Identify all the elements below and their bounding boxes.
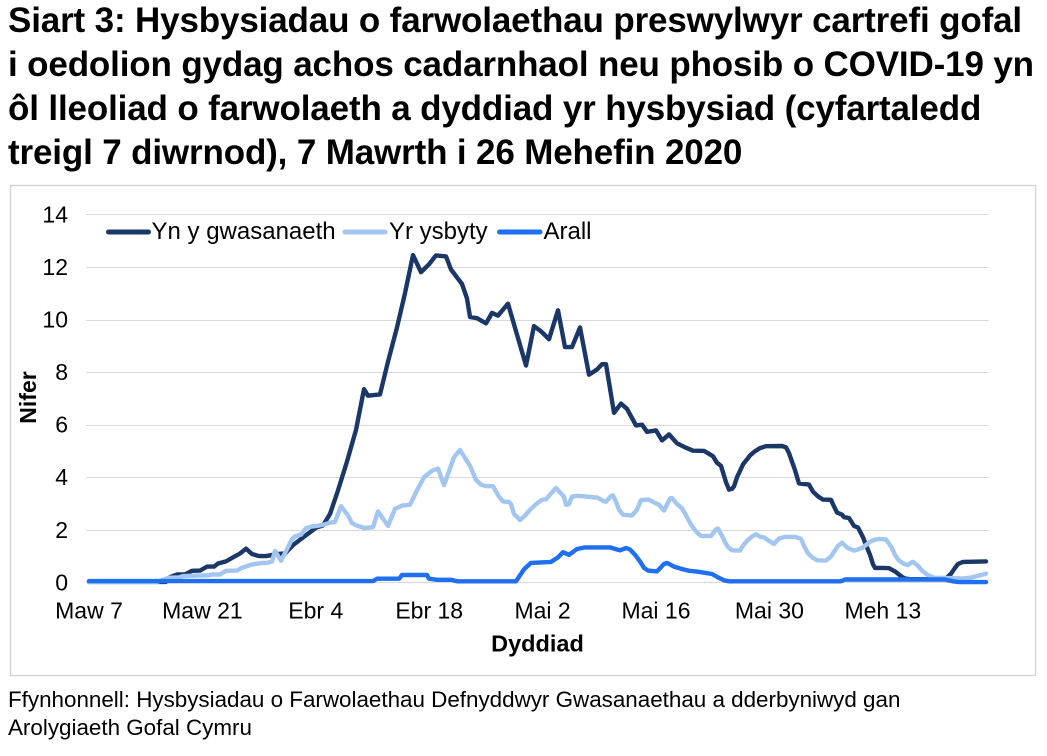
svg-text:12: 12 <box>42 254 68 280</box>
svg-text:Ebr 4: Ebr 4 <box>288 598 343 624</box>
svg-text:Dyddiad: Dyddiad <box>491 631 584 657</box>
svg-text:4: 4 <box>55 464 68 490</box>
svg-text:8: 8 <box>55 359 68 385</box>
svg-text:Arall: Arall <box>544 218 592 245</box>
svg-text:Meh 13: Meh 13 <box>844 598 921 624</box>
svg-text:Nifer: Nifer <box>15 371 41 423</box>
svg-text:Ebr 18: Ebr 18 <box>395 598 463 624</box>
svg-text:Mai 2: Mai 2 <box>514 598 570 624</box>
svg-text:Maw 7: Maw 7 <box>55 598 123 624</box>
svg-text:6: 6 <box>55 412 68 438</box>
svg-text:14: 14 <box>42 201 68 227</box>
svg-text:10: 10 <box>42 307 68 333</box>
svg-text:Mai 30: Mai 30 <box>735 598 804 624</box>
svg-text:Yn y gwasanaeth: Yn y gwasanaeth <box>152 218 336 245</box>
svg-text:0: 0 <box>55 569 68 595</box>
svg-text:Mai 16: Mai 16 <box>621 598 690 624</box>
svg-text:Yr ysbyty: Yr ysbyty <box>389 218 488 245</box>
svg-text:Maw 21: Maw 21 <box>162 598 243 624</box>
svg-text:2: 2 <box>55 517 68 543</box>
